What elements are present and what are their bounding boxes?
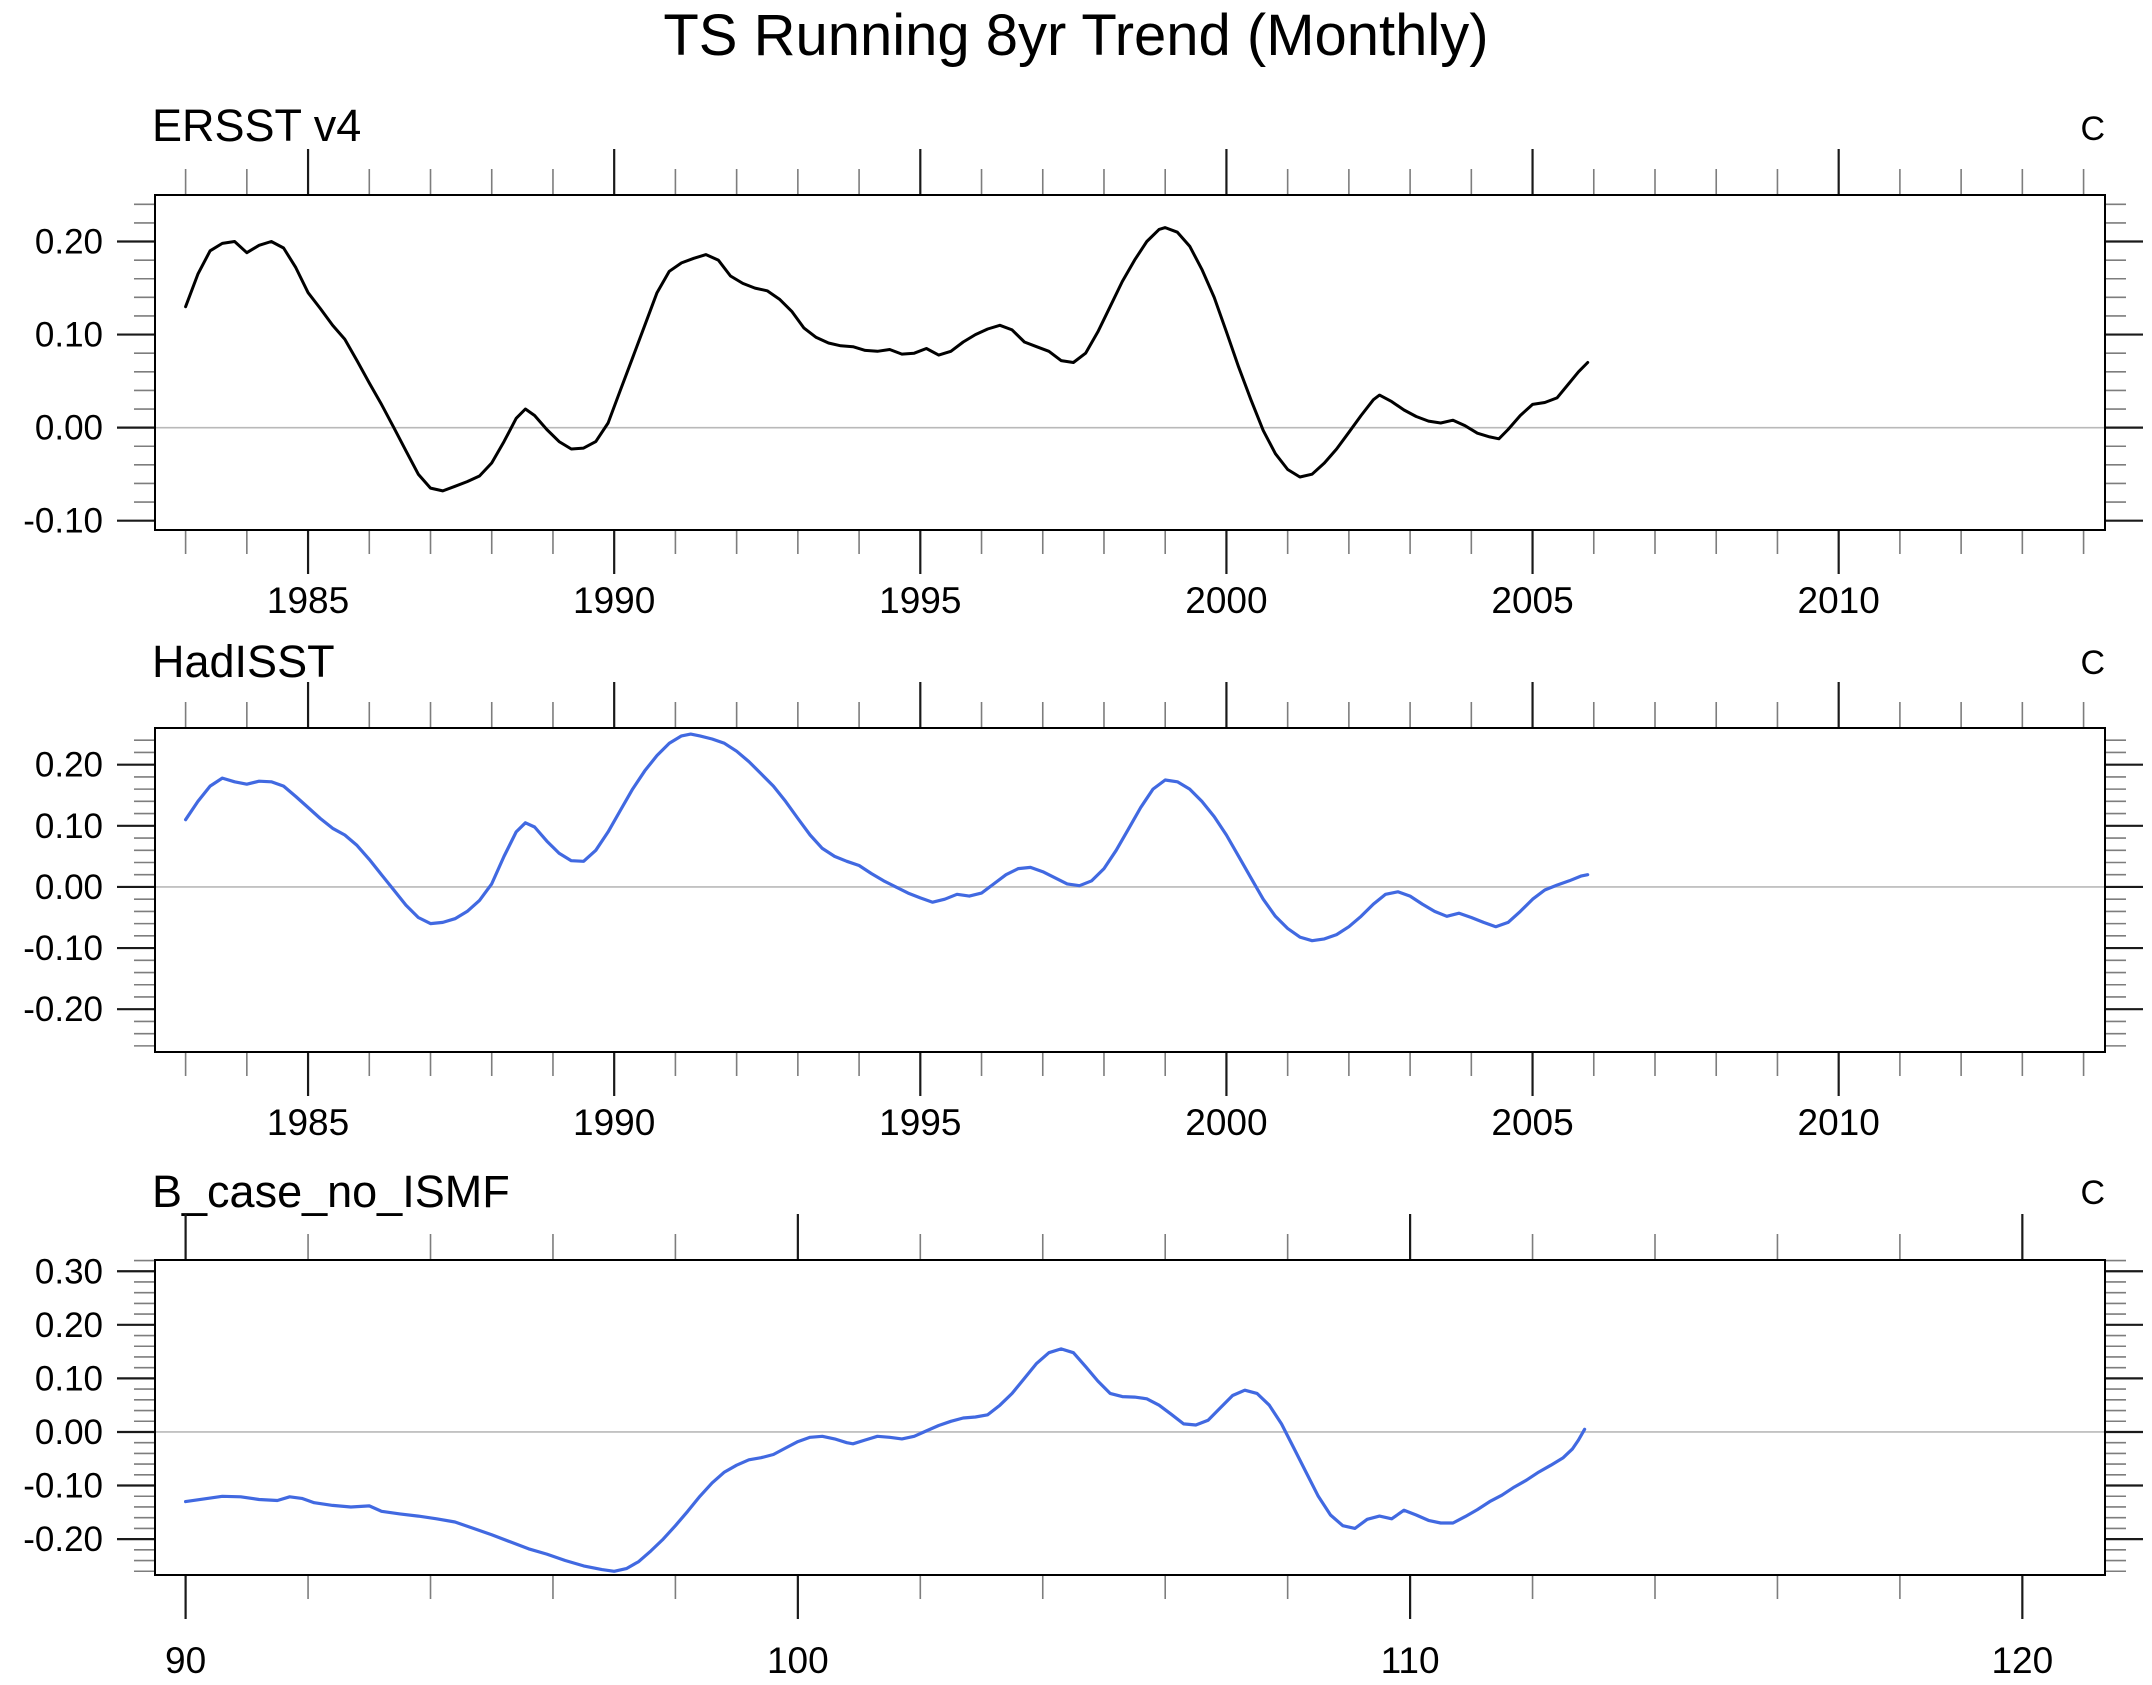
- y-axis-tick-label: 0.30: [35, 1252, 103, 1291]
- x-axis-tick-label: 2005: [1491, 1102, 1573, 1143]
- x-axis-tick-label: 100: [767, 1640, 829, 1681]
- y-axis-tick-label: 0.00: [35, 1413, 103, 1452]
- unit-label-panel-2: C: [2080, 644, 2105, 682]
- y-axis-tick-label: 0.20: [35, 1306, 103, 1345]
- y-axis-tick-label: 0.00: [35, 409, 103, 448]
- unit-label-panel-1: C: [2080, 110, 2105, 148]
- data-line-ersst-v4: [184, 226, 1590, 493]
- y-axis-tick-label: -0.20: [23, 990, 103, 1029]
- y-axis-tick-label: -0.10: [23, 502, 103, 541]
- x-axis-tick-label: 1985: [267, 580, 349, 621]
- x-axis-tick-label: 1995: [879, 580, 961, 621]
- plot-frame: [154, 194, 2106, 531]
- page-title: TS Running 8yr Trend (Monthly): [663, 3, 1489, 68]
- x-axis-tick-label: 1990: [573, 1102, 655, 1143]
- y-axis-tick-label: -0.20: [23, 1520, 103, 1559]
- x-axis-tick-label: 2005: [1491, 580, 1573, 621]
- y-axis-tick-label: 0.20: [35, 746, 103, 785]
- x-axis-tick-label: 90: [165, 1640, 206, 1681]
- x-axis-tick-label: 2000: [1185, 580, 1267, 621]
- data-line-b-case-no-ismf: [184, 1347, 1587, 1573]
- x-axis-tick-label: 2000: [1185, 1102, 1267, 1143]
- y-axis-tick-label: 0.00: [35, 868, 103, 907]
- x-axis-tick-label: 2010: [1798, 580, 1880, 621]
- x-axis-tick-label: 110: [1381, 1640, 1440, 1681]
- data-line-hadisst: [184, 732, 1590, 943]
- panel-title-hadisst: HadISST: [152, 636, 335, 687]
- x-axis-tick-label: 1990: [573, 580, 655, 621]
- x-axis-tick-label: 1995: [879, 1102, 961, 1143]
- unit-label-panel-3: C: [2080, 1174, 2105, 1212]
- x-axis-tick-label: 120: [1991, 1640, 2053, 1681]
- y-axis-tick-label: 0.10: [35, 316, 103, 355]
- y-axis-tick-label: -0.10: [23, 1467, 103, 1506]
- y-axis-tick-label: 0.10: [35, 1359, 103, 1398]
- y-axis-tick-label: -0.10: [23, 929, 103, 968]
- panel-title-b-case-no-ismf: B_case_no_ISMF: [152, 1166, 510, 1217]
- y-axis-tick-label: 0.10: [35, 807, 103, 846]
- plot-frame: [154, 727, 2106, 1053]
- x-axis-tick-label: 1985: [267, 1102, 349, 1143]
- panel-title-ersst-v4: ERSST v4: [152, 100, 362, 151]
- plot-frame: [154, 1259, 2106, 1576]
- y-axis-tick-label: 0.20: [35, 223, 103, 262]
- x-axis-tick-label: 2010: [1798, 1102, 1880, 1143]
